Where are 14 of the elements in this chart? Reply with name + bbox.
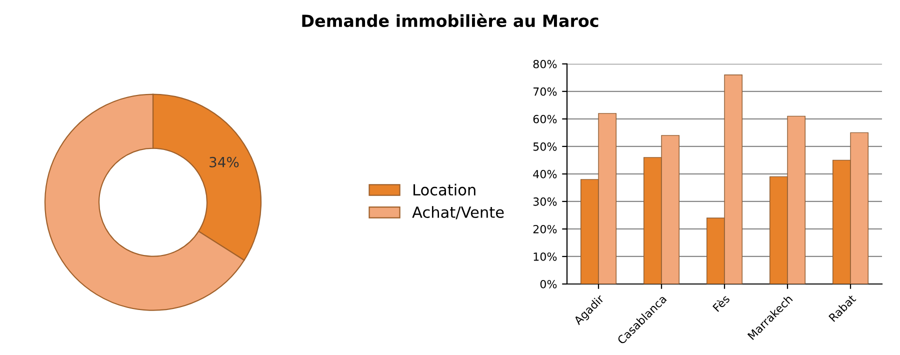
chart-title: Demande immobilière au Maroc bbox=[302, 14, 598, 28]
y-tick-label: 50% bbox=[533, 142, 557, 151]
y-tick-label: 70% bbox=[533, 87, 557, 96]
x-tick-label: Fès bbox=[712, 294, 730, 312]
data-label: 34% bbox=[210, 156, 239, 168]
y-tick-label: 30% bbox=[533, 197, 557, 206]
y-tick-label: 20% bbox=[533, 224, 557, 234]
y-tick-label: 60% bbox=[533, 114, 557, 124]
y-tick-label: 10% bbox=[534, 252, 557, 261]
legend-label: Achat/Vente bbox=[412, 206, 504, 220]
legend-label: Location bbox=[414, 184, 476, 196]
y-tick-label: 0% bbox=[540, 280, 557, 288]
y-tick-label: 40% bbox=[533, 170, 557, 178]
y-tick-label: 80% bbox=[533, 60, 557, 68]
